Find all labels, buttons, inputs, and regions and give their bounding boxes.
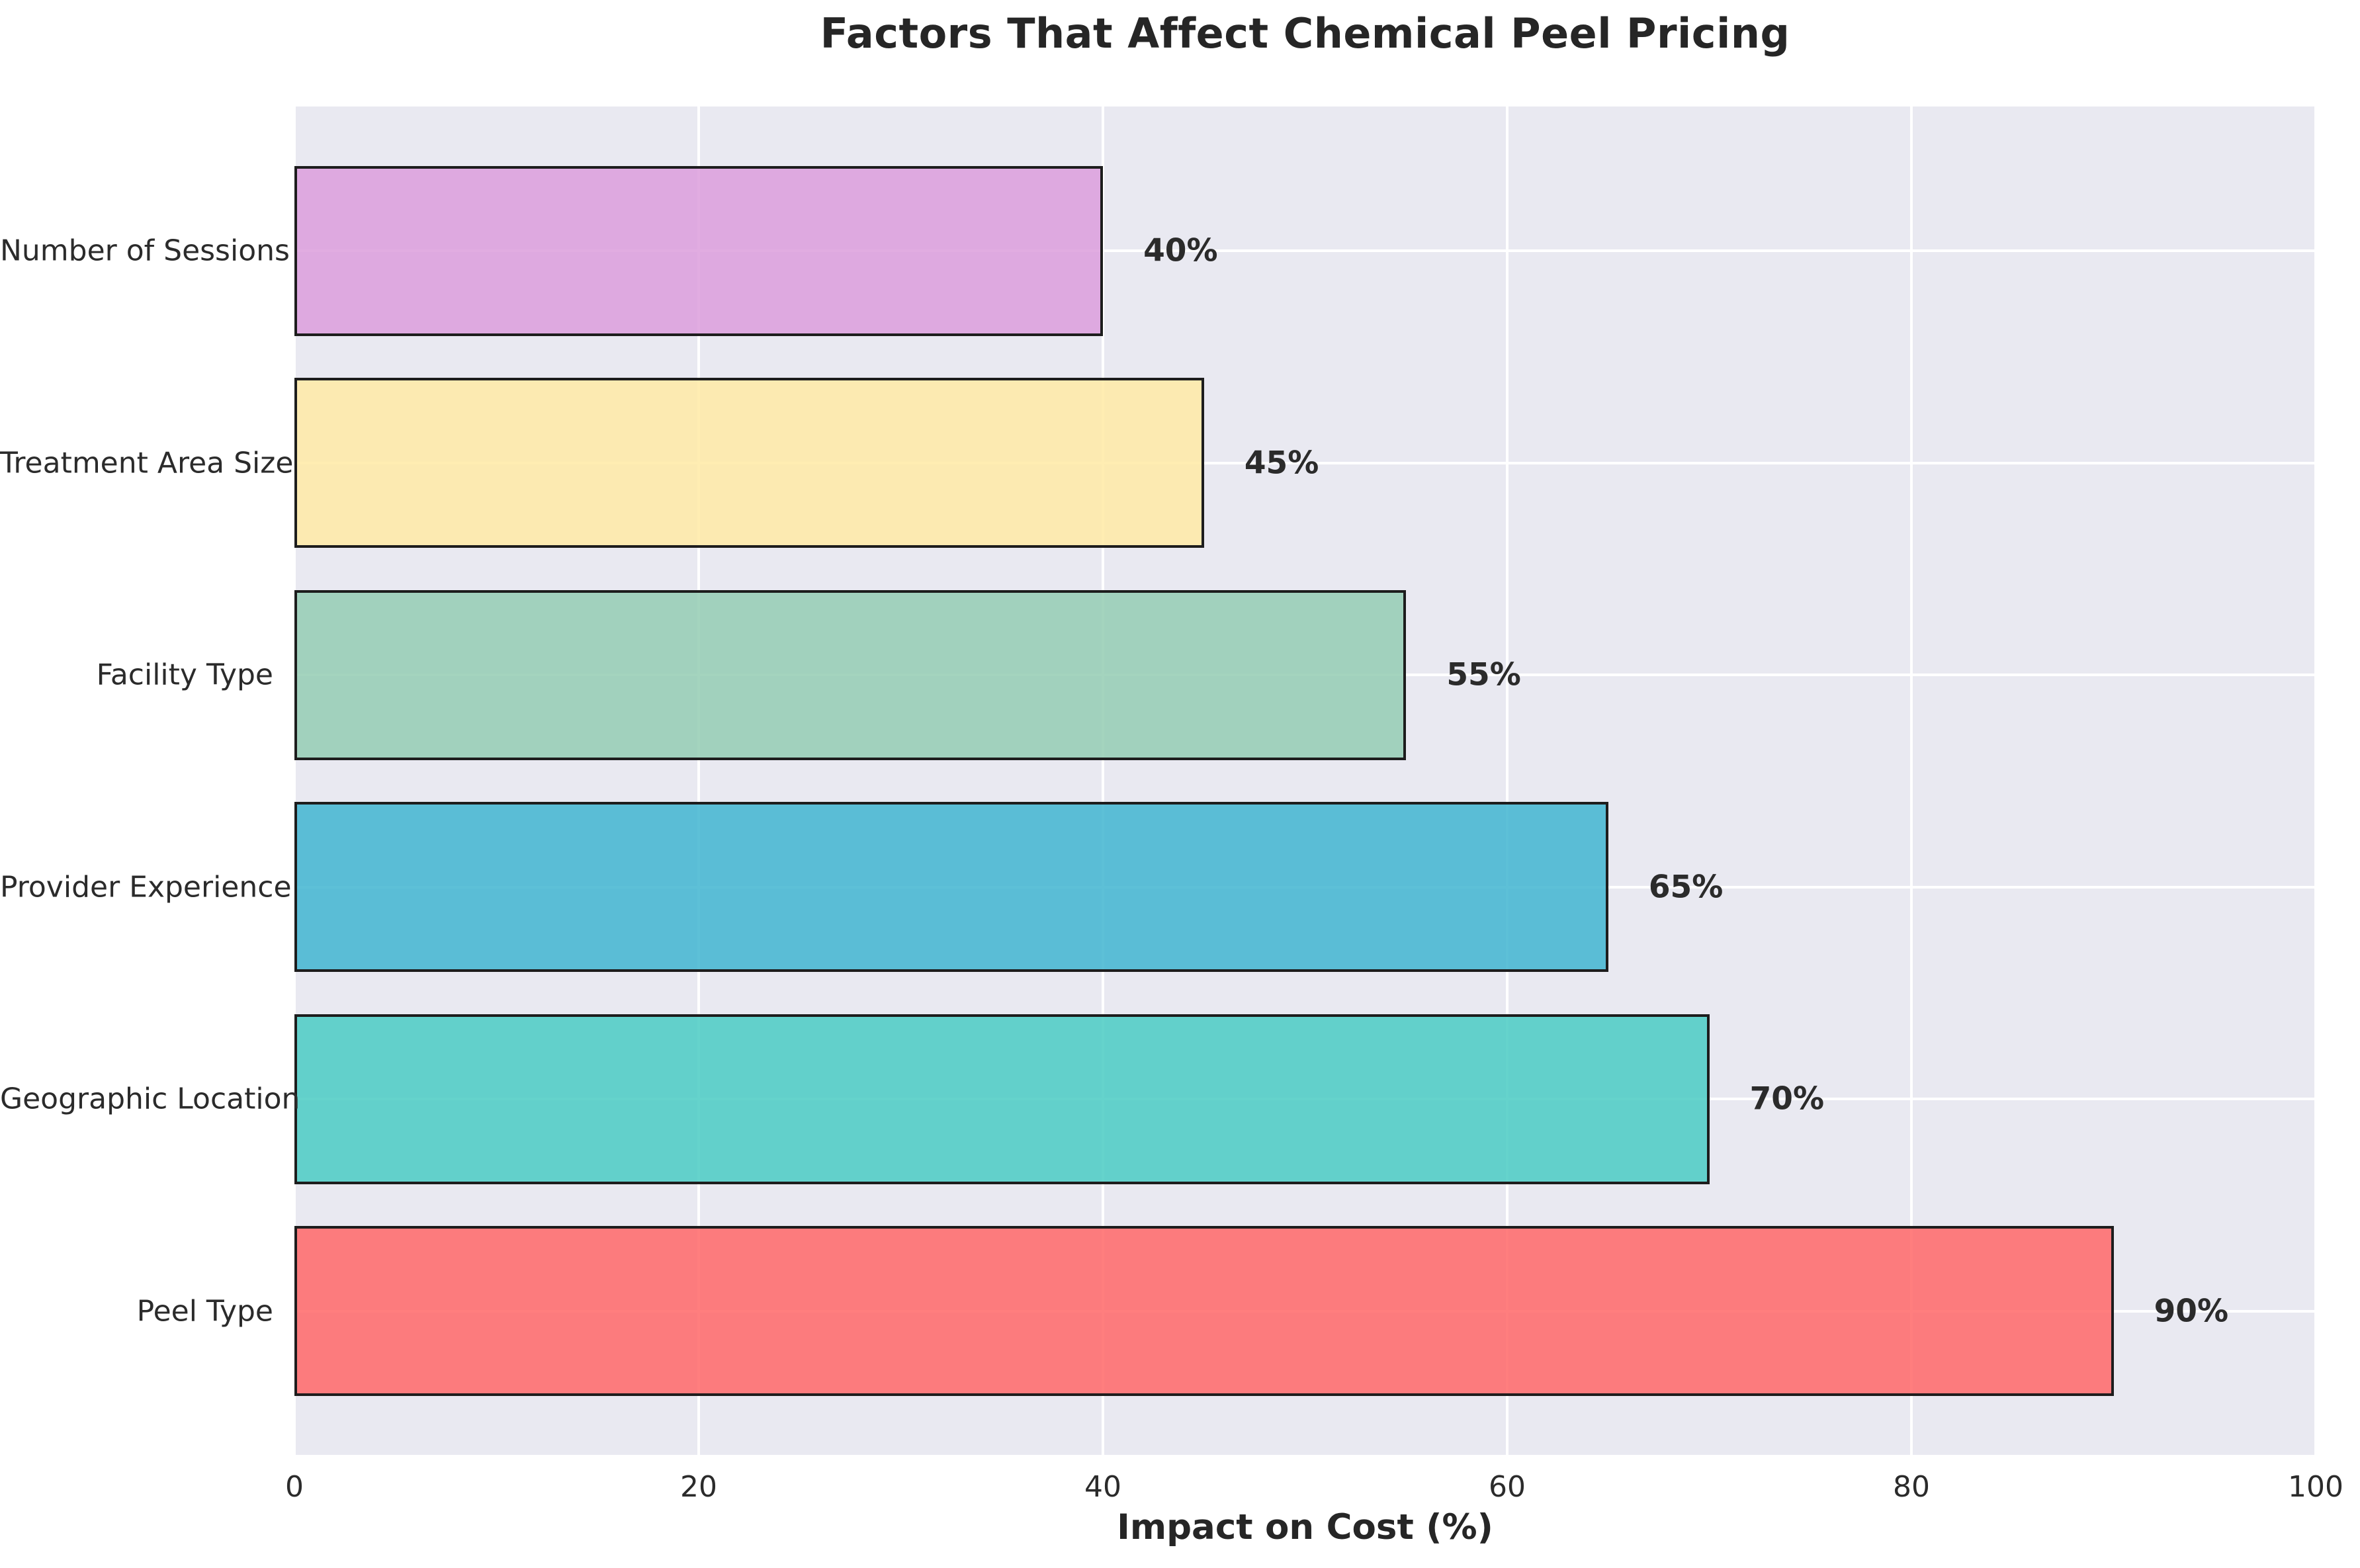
value-label: 90% xyxy=(2154,1293,2229,1329)
y-gridline xyxy=(294,461,2316,464)
bar-treatment-area-size xyxy=(294,378,1204,548)
plot-area xyxy=(293,107,2317,1455)
value-label: 55% xyxy=(1446,656,1521,693)
bar-geographic-location xyxy=(294,1014,1710,1184)
x-tick-label: 60 xyxy=(1489,1470,1526,1504)
x-tick-label: 100 xyxy=(2288,1470,2343,1504)
x-gridline xyxy=(293,107,296,1455)
x-tick-label: 80 xyxy=(1893,1470,1930,1504)
y-gridline xyxy=(294,249,2316,252)
x-gridline xyxy=(1910,107,1913,1455)
x-tick-label: 20 xyxy=(680,1470,717,1504)
category-label: Number of Sessions xyxy=(0,234,290,268)
category-label: Treatment Area Size xyxy=(0,446,294,480)
bar-provider-experience xyxy=(294,802,1608,972)
bar-number-of-sessions xyxy=(294,165,1103,336)
category-label: Provider Experience xyxy=(0,870,292,904)
bar-peel-type xyxy=(294,1226,2114,1396)
chart-title: Factors That Affect Chemical Peel Pricin… xyxy=(820,9,1790,58)
x-tick-label: 40 xyxy=(1084,1470,1121,1504)
value-label: 40% xyxy=(1143,232,1218,269)
x-gridline xyxy=(1506,107,1508,1455)
category-label: Facility Type xyxy=(96,658,273,692)
x-gridline xyxy=(697,107,700,1455)
x-tick-label: 0 xyxy=(285,1470,304,1504)
x-axis-label: Impact on Cost (%) xyxy=(1117,1507,1493,1547)
value-label: 45% xyxy=(1244,445,1319,481)
x-gridline xyxy=(1102,107,1104,1455)
x-gridline xyxy=(2314,107,2317,1455)
value-label: 70% xyxy=(1749,1080,1825,1117)
value-label: 65% xyxy=(1648,869,1724,905)
category-label: Peel Type xyxy=(136,1294,273,1328)
category-label: Geographic Location xyxy=(0,1082,300,1116)
bar-facility-type xyxy=(294,589,1407,760)
